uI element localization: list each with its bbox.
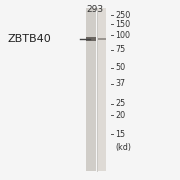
Bar xyxy=(86,37,96,41)
Text: 75: 75 xyxy=(115,45,125,54)
Bar xyxy=(86,8,96,171)
Text: 25: 25 xyxy=(115,99,125,108)
Text: 250: 250 xyxy=(115,11,130,20)
Bar xyxy=(98,8,106,171)
Text: ZBTB40: ZBTB40 xyxy=(7,34,51,44)
Bar xyxy=(98,38,106,40)
Text: 293: 293 xyxy=(87,5,104,14)
Text: 50: 50 xyxy=(115,63,125,72)
Text: 100: 100 xyxy=(115,31,130,40)
Text: 37: 37 xyxy=(115,79,125,88)
Text: 15: 15 xyxy=(115,130,125,139)
Text: 150: 150 xyxy=(115,20,130,29)
Text: 20: 20 xyxy=(115,111,125,120)
Text: (kd): (kd) xyxy=(115,143,131,152)
